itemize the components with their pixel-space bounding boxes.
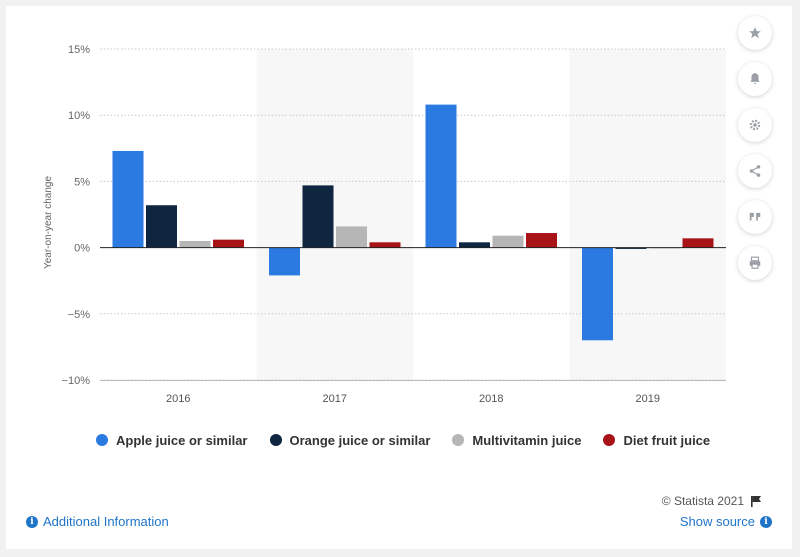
legend-label: Multivitamin juice <box>472 432 582 448</box>
chart-legend: Apple juice or similar Orange juice or si… <box>96 429 746 451</box>
bar[interactable] <box>336 226 367 248</box>
bar[interactable] <box>146 205 177 248</box>
cite-button[interactable] <box>738 200 772 234</box>
bar[interactable] <box>179 240 211 248</box>
bar[interactable] <box>682 238 714 248</box>
bell-icon <box>750 73 760 85</box>
legend-item[interactable]: Multivitamin juice <box>452 433 581 448</box>
x-tick-label: 2019 <box>636 393 660 405</box>
legend-label: Diet fruit juice <box>623 432 711 448</box>
legend-marker <box>269 434 282 446</box>
notification-button[interactable] <box>738 62 772 96</box>
settings-button[interactable] <box>738 108 772 142</box>
show-source-label: Show source <box>679 514 755 529</box>
y-tick-label: −5% <box>68 309 91 321</box>
additional-information-link[interactable]: i Additional Information <box>26 514 169 529</box>
y-tick-label: 10% <box>68 110 90 122</box>
bar-chart: 15% 10% 5% 0% −5% −10% Year-on-year change 2016… <box>43 44 726 405</box>
y-tick-label: 0% <box>74 243 90 255</box>
y-tick-label: −10% <box>62 375 91 387</box>
bar[interactable] <box>459 242 490 248</box>
y-axis-title: Year-on-year change <box>43 176 54 269</box>
bar[interactable] <box>582 247 613 341</box>
bar[interactable] <box>112 150 144 248</box>
chart-card: 15% 10% 5% 0% −5% −10% Year-on-year change 2016… <box>6 6 792 549</box>
x-tick-label: 2017 <box>323 393 347 405</box>
bar[interactable] <box>526 233 557 248</box>
share-icon <box>749 165 761 177</box>
legend-label: Apple juice or similar <box>116 432 248 448</box>
legend-item[interactable]: Orange juice or similar <box>269 432 431 448</box>
credit-text: © Statista 2021 <box>661 494 744 508</box>
info-icon: i <box>26 515 38 528</box>
print-icon <box>749 256 761 269</box>
legend-item[interactable]: Diet fruit juice <box>603 433 710 448</box>
category-band <box>256 49 413 380</box>
bar[interactable] <box>213 239 244 248</box>
bar[interactable] <box>302 185 334 248</box>
legend-marker <box>603 434 616 446</box>
statista-credit: © Statista 2021 <box>662 494 762 508</box>
x-tick-label: 2018 <box>479 393 503 405</box>
flag-icon[interactable] <box>750 495 762 507</box>
y-tick-label: 5% <box>74 176 90 188</box>
x-tick-label: 2016 <box>166 393 190 405</box>
bar[interactable] <box>369 242 401 248</box>
show-source-link[interactable]: Show source i <box>680 514 772 529</box>
legend-marker <box>96 434 108 446</box>
bar[interactable] <box>492 235 524 248</box>
quote-icon <box>749 212 761 221</box>
bar[interactable] <box>425 104 457 248</box>
y-tick-label: 15% <box>68 44 90 56</box>
legend-label: Orange juice or similar <box>289 432 431 448</box>
print-button[interactable] <box>738 246 772 280</box>
legend-item[interactable]: Apple juice or similar <box>96 433 248 448</box>
additional-information-label: Additional Information <box>43 514 169 529</box>
legend-marker <box>452 434 465 446</box>
info-icon: i <box>760 515 772 528</box>
share-button[interactable] <box>738 154 772 188</box>
favorite-button[interactable] <box>738 16 772 50</box>
bar[interactable] <box>615 247 647 249</box>
star-icon <box>749 27 761 39</box>
bar[interactable] <box>269 247 300 276</box>
gear-icon <box>749 119 761 131</box>
